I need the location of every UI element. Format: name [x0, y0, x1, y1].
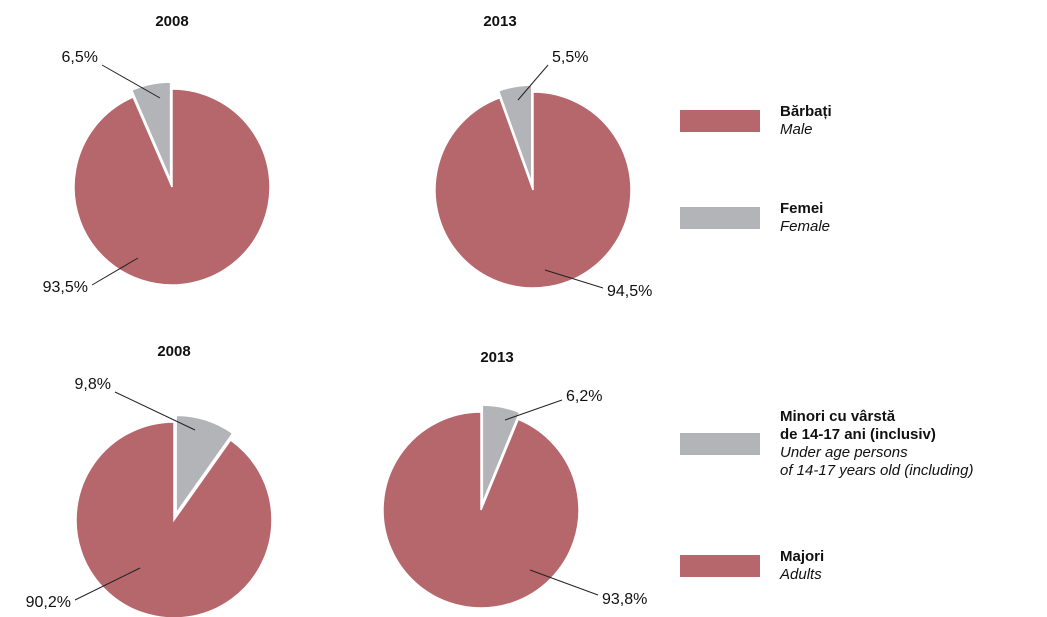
chart-title: 2008 [157, 343, 190, 360]
data-label: 9,8% [75, 376, 111, 393]
chart-title: 2013 [480, 349, 513, 366]
leader-line [91, 257, 139, 286]
legend-label-en: Adults [779, 566, 822, 583]
pie-slice [382, 411, 580, 609]
legend-label: Bărbați [780, 103, 832, 120]
pie-slice [130, 81, 172, 181]
chart-title: 2008 [155, 13, 188, 30]
pie-slice [175, 414, 234, 516]
pie-slice [434, 91, 632, 289]
data-label: 6,2% [566, 388, 602, 405]
pie-slice [73, 88, 271, 286]
legend-label-en: Under age persons [780, 444, 908, 461]
pie-slice [481, 404, 521, 504]
legend-swatch [680, 207, 760, 229]
chart-title: 2013 [483, 13, 516, 30]
data-label: 93,5% [43, 279, 88, 296]
data-label: 94,5% [607, 283, 652, 300]
legend-label: Minori cu vârstă [780, 408, 896, 425]
leader-line [101, 64, 161, 99]
legend-label-en: Female [780, 218, 830, 235]
legend-label-en: Male [780, 121, 813, 138]
leader-line [74, 567, 141, 601]
leader-line [529, 569, 599, 596]
leader-line [544, 269, 604, 289]
leader-line [504, 399, 563, 421]
legend-label: Majori [780, 548, 824, 565]
legend-label: de 14-17 ani (inclusiv) [780, 426, 936, 443]
legend-swatch [680, 555, 760, 577]
legend-label: Femei [780, 200, 823, 217]
pie-slice [75, 421, 273, 617]
data-label: 93,8% [602, 591, 647, 608]
data-label: 90,2% [26, 594, 71, 611]
pie-slice [497, 84, 533, 184]
data-label: 5,5% [552, 49, 588, 66]
data-label: 6,5% [62, 49, 98, 66]
legend-swatch [680, 110, 760, 132]
legend-label-en: of 14-17 years old (including) [780, 462, 973, 479]
leader-line [114, 391, 196, 431]
leader-line [517, 64, 549, 101]
legend-swatch [680, 433, 760, 455]
